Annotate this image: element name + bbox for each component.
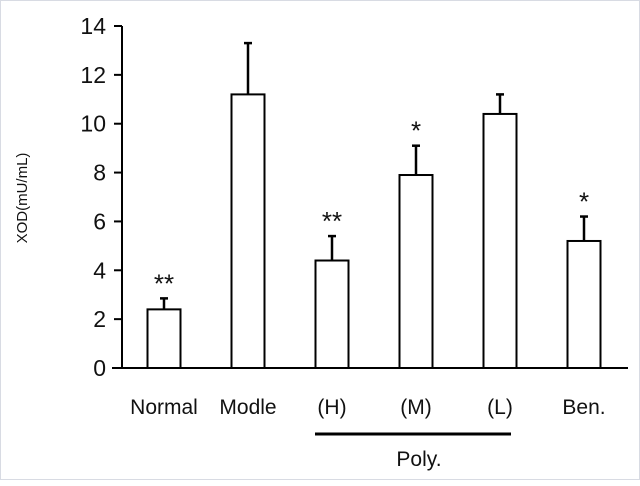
x-tick-label: (H) (317, 396, 346, 419)
significance-marker: ** (154, 268, 174, 298)
y-tick-label: 14 (80, 13, 106, 39)
y-tick-label: 4 (93, 257, 106, 283)
bar (482, 112, 518, 369)
x-tick-label: Ben. (562, 396, 605, 419)
y-tick-label: 6 (93, 208, 106, 234)
significance-marker: * (579, 187, 589, 217)
group-label: Poly. (396, 448, 441, 471)
significance-marker: ** (322, 206, 342, 236)
y-tick-label: 12 (80, 62, 106, 88)
bar (314, 259, 350, 369)
bar (146, 308, 182, 369)
x-tick-label: (M) (400, 396, 431, 419)
bar (566, 239, 602, 370)
significance-marker: * (411, 116, 421, 146)
bar (230, 93, 266, 370)
x-tick-label: Normal (130, 396, 198, 419)
y-tick-label: 10 (80, 111, 106, 137)
y-tick-label: 2 (93, 306, 106, 332)
x-tick-label: (L) (487, 396, 513, 419)
bar (398, 174, 434, 369)
y-tick-label: 8 (93, 160, 106, 186)
x-tick-label: Modle (219, 396, 276, 419)
y-axis-label: XOD(mU/mL) (14, 153, 31, 244)
y-tick-label: 0 (93, 355, 106, 381)
